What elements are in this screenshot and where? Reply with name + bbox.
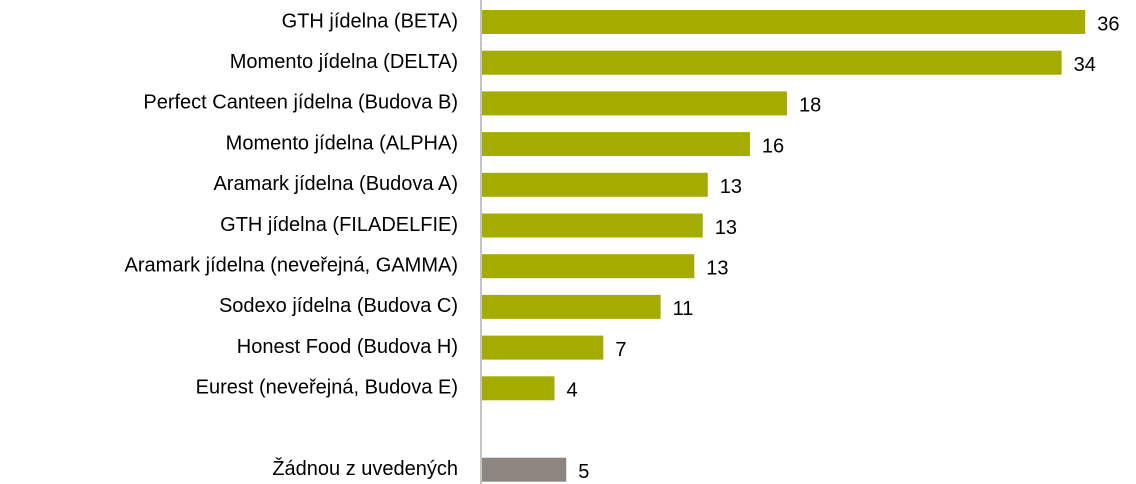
bar [482, 132, 750, 157]
category-label: Eurest (neveřejná, Budova E) [196, 377, 458, 399]
bar [482, 254, 695, 279]
bar [482, 376, 555, 401]
category-label: Perfect Canteen jídelna (Budova B) [143, 92, 458, 114]
category-label: Aramark jídelna (neveřejná, GAMMA) [125, 254, 458, 276]
value-label: 7 [615, 339, 626, 361]
value-label: 36 [1097, 13, 1119, 35]
value-label: 5 [578, 461, 589, 483]
category-label: Momento jídelna (DELTA) [230, 51, 458, 73]
bar [482, 335, 604, 360]
bar [482, 457, 567, 482]
category-label: GTH jídelna (BETA) [282, 10, 458, 32]
category-label: GTH jídelna (FILADELFIE) [220, 214, 458, 236]
value-label: 13 [706, 257, 728, 279]
value-label: 16 [762, 135, 784, 157]
category-label: Honest Food (Budova H) [237, 336, 458, 358]
category-label: Momento jídelna (ALPHA) [226, 132, 458, 154]
bar [482, 294, 661, 319]
category-label: Žádnou z uvedených [272, 457, 458, 480]
value-label: 11 [673, 298, 694, 320]
value-label: 18 [799, 95, 821, 117]
value-label: 13 [720, 176, 742, 198]
category-label: Aramark jídelna (Budova A) [213, 173, 458, 195]
bar [482, 213, 703, 238]
bar [482, 91, 787, 116]
bar [482, 10, 1086, 34]
bar [482, 172, 708, 197]
category-label: Sodexo jídelna (Budova C) [219, 295, 458, 317]
value-label: 4 [566, 380, 577, 402]
value-label: 34 [1074, 54, 1096, 76]
bar [482, 50, 1062, 75]
value-label: 13 [715, 217, 737, 239]
